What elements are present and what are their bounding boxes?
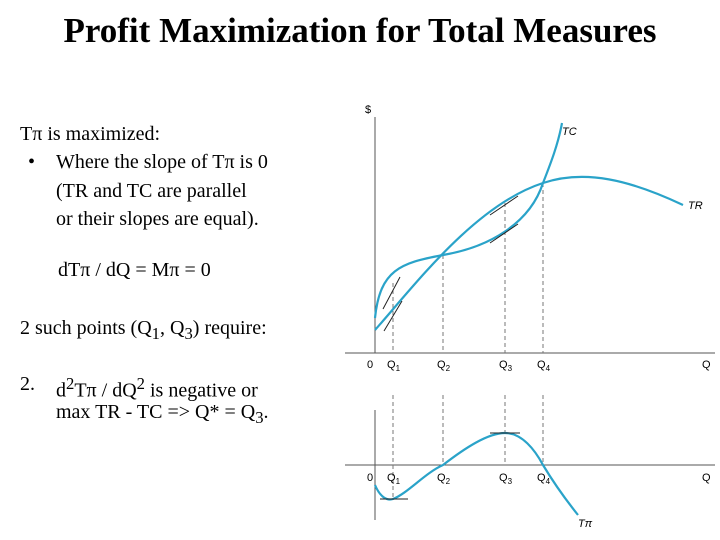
bottom-panel: 0 Q Tπ Q1 Q2 Q3 Q4 <box>345 395 715 530</box>
tangent-tr-q3 <box>489 195 519 216</box>
profit-tangents <box>380 432 520 500</box>
cond-text-c: is negative or <box>144 379 258 402</box>
tangent-tr-q1 <box>383 300 403 332</box>
two-points-sub-1: 1 <box>151 324 160 343</box>
cond-sup-2: 2 <box>136 374 145 393</box>
bottom-tick-q4-sub: 4 <box>546 477 551 486</box>
bottom-tick-q2-letter: Q <box>437 472 446 484</box>
profit-figure-svg: $ 0 Q TC TR Q1 Q2 Q3 <box>345 104 715 530</box>
top-tick-q2-sub: 2 <box>446 364 451 373</box>
bottom-tick-q2-sub: 2 <box>446 477 451 486</box>
total-profit-curve <box>373 431 579 516</box>
profit-figure: $ 0 Q TC TR Q1 Q2 Q3 <box>340 95 720 540</box>
top-tick-q1-sub: 1 <box>396 364 401 373</box>
bottom-tick-q2: Q2 <box>437 472 451 486</box>
two-points-text-a: 2 such points (Q <box>20 317 152 339</box>
top-q-ticks: Q1 Q2 Q3 Q4 <box>387 359 551 373</box>
bottom-q-axis-label: Q <box>702 472 711 484</box>
condition-number: 2. <box>20 373 35 395</box>
top-guides <box>392 183 544 353</box>
second-derivative-line: d2Tπ / dQ2 is negative or <box>56 372 258 403</box>
cond-text-b: Tπ / dQ <box>74 379 137 402</box>
cond-sup-1: 2 <box>66 374 75 393</box>
bottom-tick-q3-sub: 3 <box>508 477 513 486</box>
two-points-line: 2 such points (Q1, Q3) require: <box>20 316 267 346</box>
bottom-tick-q1-sub: 1 <box>396 477 401 486</box>
maximized-line: Tπ is maximized: <box>20 123 161 145</box>
two-points-text-c: ) require: <box>192 317 267 339</box>
tc-label: TC <box>562 126 577 138</box>
tangent-tc-q3 <box>489 223 519 244</box>
bottom-tick-q4-letter: Q <box>537 472 546 484</box>
slopes-equal-line: or their slopes are equal). <box>56 208 259 230</box>
tc-curve <box>373 122 564 319</box>
bottom-tick-q3: Q3 <box>499 472 513 486</box>
top-tick-q2-letter: Q <box>437 359 446 371</box>
first-derivative-formula: dTπ / dQ = Mπ = 0 <box>58 259 211 281</box>
top-tick-q2: Q2 <box>437 359 451 373</box>
top-panel: $ 0 Q TC TR Q1 Q2 Q3 <box>345 104 715 373</box>
max-end: . <box>263 401 269 423</box>
tangent-segments <box>382 195 519 332</box>
parallel-line: (TR and TC are parallel <box>56 180 247 202</box>
top-origin-label: 0 <box>367 359 373 371</box>
top-tick-q3: Q3 <box>499 359 513 373</box>
slope-line: Where the slope of Tπ is 0 <box>56 151 268 173</box>
top-tick-q4: Q4 <box>537 359 551 373</box>
max-sub-3: 3 <box>255 408 264 427</box>
max-tr-tc-line: max TR - TC => Q* = Q3. <box>56 400 269 430</box>
two-points-sub-3: 3 <box>184 324 193 343</box>
cond-text-a: d <box>56 379 66 402</box>
bottom-tick-q1-letter: Q <box>387 472 396 484</box>
tpi-curve-label: Tπ <box>578 518 593 530</box>
bullet-glyph: • <box>28 151 36 173</box>
tr-label: TR <box>688 200 703 212</box>
top-tick-q4-sub: 4 <box>546 364 551 373</box>
bottom-tick-q3-letter: Q <box>499 472 508 484</box>
top-tick-q1-letter: Q <box>387 359 396 371</box>
bottom-guides <box>392 395 544 499</box>
top-tick-q3-letter: Q <box>499 359 508 371</box>
max-text: max TR - TC => Q* = Q <box>56 401 256 423</box>
bottom-q-ticks: Q1 Q2 Q3 Q4 <box>387 472 551 486</box>
slide-title: Profit Maximization for Total Measures <box>63 11 657 50</box>
dollar-axis-label: $ <box>365 104 371 116</box>
top-tick-q1: Q1 <box>387 359 401 373</box>
two-points-text-b: , Q <box>160 317 185 339</box>
bottom-origin-label: 0 <box>367 472 373 484</box>
tr-curve <box>374 175 684 331</box>
bottom-tick-q1: Q1 <box>387 472 401 486</box>
top-tick-q4-letter: Q <box>537 359 546 371</box>
tangent-tc-q1 <box>382 276 401 310</box>
bottom-tick-q4: Q4 <box>537 472 551 486</box>
top-tick-q3-sub: 3 <box>508 364 513 373</box>
top-q-axis-label: Q <box>702 359 711 371</box>
